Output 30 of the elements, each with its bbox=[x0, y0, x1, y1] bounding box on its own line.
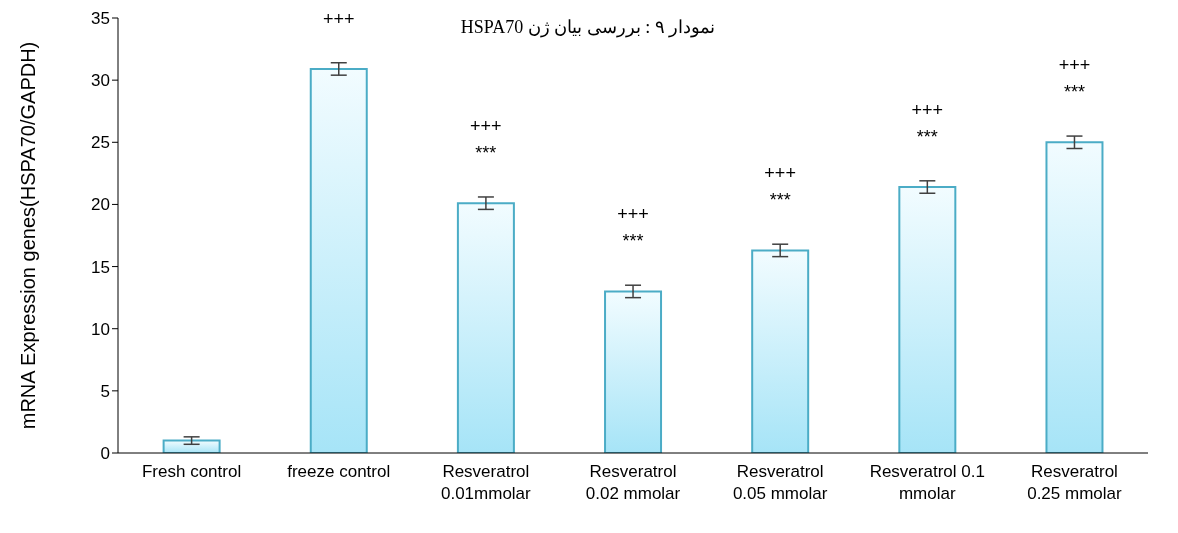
bar bbox=[604, 290, 663, 453]
bar bbox=[309, 67, 368, 453]
chart-title: نمودار ۹ : بررسی بیان ژن HSPA70 bbox=[460, 17, 716, 37]
x-tick-label: freeze control bbox=[287, 462, 391, 481]
y-tick-label: 25 bbox=[91, 133, 110, 153]
x-tick-label: Fresh control bbox=[141, 462, 242, 481]
y-tick-label: 15 bbox=[91, 257, 110, 277]
x-tick-label: Resveratrol 0.02 mmolar bbox=[585, 462, 681, 503]
y-tick-label: 0 bbox=[100, 444, 110, 464]
y-tick-label: 20 bbox=[91, 195, 110, 215]
x-tick-label: Resveratrol 0.01mmolar bbox=[440, 462, 532, 503]
y-axis-title: mRNA Expression genes(HSPA70/GAPDH) bbox=[17, 41, 40, 430]
bar bbox=[898, 186, 957, 453]
annotation: +++ *** bbox=[911, 100, 944, 148]
y-tick-label: 35 bbox=[91, 9, 110, 29]
y-tick-label: 5 bbox=[100, 381, 110, 401]
bar bbox=[1045, 141, 1104, 453]
y-tick-label: 10 bbox=[91, 319, 110, 339]
x-tick-label: Resveratrol 0.1 mmolar bbox=[869, 462, 985, 503]
annotation: +++ *** bbox=[470, 116, 502, 164]
annotation: +++ *** bbox=[1058, 55, 1091, 103]
x-tick-label: Resveratrol 0.05 mmolar bbox=[732, 462, 828, 503]
annotation: +++ *** bbox=[764, 163, 796, 211]
annotation: +++ bbox=[322, 8, 355, 29]
annotation: +++ *** bbox=[617, 204, 649, 252]
bar bbox=[162, 439, 221, 453]
x-tick-label: Resveratrol 0.25 mmolar bbox=[1027, 462, 1122, 503]
bar bbox=[456, 202, 515, 453]
y-tick-label: 30 bbox=[91, 71, 110, 91]
bar bbox=[751, 249, 810, 453]
